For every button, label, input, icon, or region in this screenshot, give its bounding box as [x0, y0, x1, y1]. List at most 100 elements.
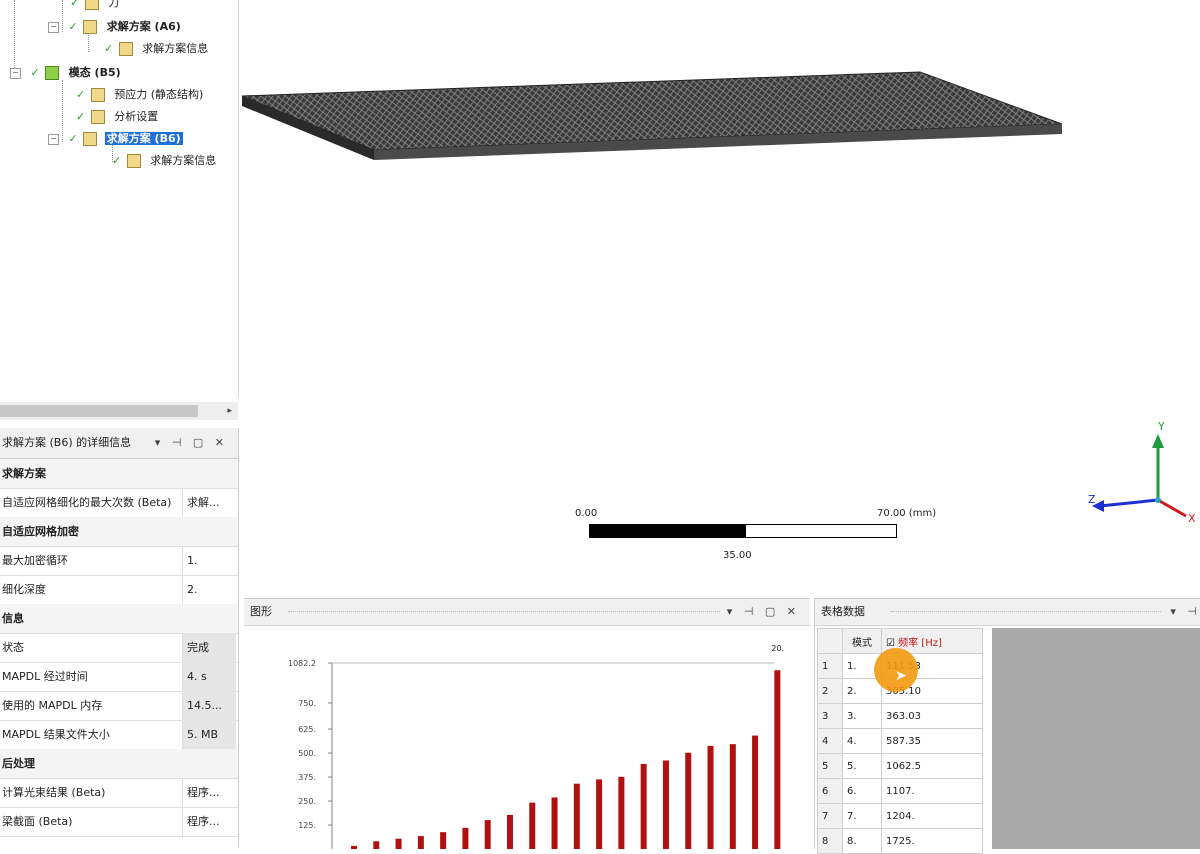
row-number-cell[interactable]: 5 — [817, 753, 843, 779]
details-row[interactable]: MAPDL 经过时间 4. s — [0, 662, 238, 692]
bar — [573, 783, 580, 849]
tree-node-label: 力 — [108, 0, 120, 9]
details-row[interactable]: 细化深度 2. — [0, 575, 238, 605]
row-number-cell[interactable]: 4 — [817, 728, 843, 754]
frequency-cell[interactable]: 1725. — [881, 828, 983, 854]
table-row[interactable]: 7 7. 1204. — [817, 803, 983, 829]
row-number-cell[interactable]: 8 — [817, 828, 843, 854]
details-value[interactable]: 2. — [182, 575, 236, 604]
details-key: 后处理 — [2, 757, 35, 770]
row-number-cell[interactable]: 7 — [817, 803, 843, 829]
check-icon[interactable]: ☑ — [886, 637, 899, 649]
solution-icon — [83, 132, 98, 146]
scroll-right-icon[interactable]: ▸ — [227, 406, 232, 416]
details-row[interactable]: 自适应网格细化的最大次数 (Beta) 求解... — [0, 488, 238, 518]
bar — [640, 763, 647, 849]
y-tick-label: 125. — [298, 821, 316, 830]
scrollbar-thumb[interactable] — [0, 405, 198, 417]
bar — [618, 776, 625, 849]
details-value[interactable]: 4. s — [182, 662, 236, 691]
details-group-row[interactable]: 信息 — [0, 604, 238, 634]
details-row[interactable]: 计算光束结果 (Beta) 程序... — [0, 778, 238, 808]
tree-node-label: 模态 (B5) — [68, 66, 121, 79]
solution-info-icon — [118, 42, 133, 56]
row-number-cell[interactable]: 2 — [817, 678, 843, 704]
table-row[interactable]: 6 6. 1107. — [817, 778, 983, 804]
details-key: MAPDL 结果文件大小 — [2, 728, 110, 741]
frequency-cell[interactable]: 1107. — [881, 778, 983, 804]
bar — [529, 802, 536, 849]
details-value[interactable]: 14.5... — [182, 691, 236, 720]
table-row[interactable]: 2 2. 305.10 — [817, 678, 983, 704]
bar — [484, 820, 491, 849]
tree-node-force[interactable]: ✓ 力 — [70, 0, 121, 12]
row-number-cell[interactable]: 3 — [817, 703, 843, 729]
collapse-icon[interactable]: − — [48, 133, 59, 145]
tree-node-prestress[interactable]: ✓ 预应力 (静态结构) — [76, 86, 205, 104]
bar — [506, 814, 513, 849]
corner-cell — [817, 628, 843, 654]
y-tick-label: 375. — [298, 773, 316, 782]
mode-cell[interactable]: 6. — [842, 778, 882, 804]
frequency-cell[interactable]: 587.35 — [881, 728, 983, 754]
mode-cell[interactable]: 7. — [842, 803, 882, 829]
panel-buttons[interactable]: ▾ ⊣ ▢ ✕ — [154, 436, 228, 449]
details-row[interactable]: 使用的 MAPDL 内存 14.5... — [0, 691, 238, 721]
table-row[interactable]: 8 8. 1725. — [817, 828, 983, 854]
panel-buttons[interactable]: ▾ ⊣ — [1170, 605, 1200, 618]
mode-cell[interactable]: 3. — [842, 703, 882, 729]
analysis-settings-icon — [90, 110, 105, 124]
tree-node-solution-b6[interactable]: − ✓ 求解方案 (B6) — [48, 130, 183, 148]
details-value[interactable]: 1. — [182, 546, 236, 575]
details-value[interactable]: 程序... — [182, 807, 236, 836]
row-number-cell[interactable]: 1 — [817, 653, 843, 679]
panel-buttons[interactable]: ▾ ⊣ ▢ ✕ — [726, 605, 800, 618]
mode-cell[interactable]: 5. — [842, 753, 882, 779]
details-row[interactable]: 状态 完成 — [0, 633, 238, 663]
solution-info-icon — [126, 154, 141, 168]
details-value[interactable]: 完成 — [182, 633, 236, 662]
details-key: 梁截面 (Beta) — [2, 815, 73, 828]
details-row[interactable]: 梁截面 (Beta) 程序... — [0, 807, 238, 837]
bar — [462, 827, 469, 849]
plate-mesh — [241, 71, 1063, 160]
frequency-cell[interactable]: 363.03 — [881, 703, 983, 729]
tree-node-solution-info[interactable]: ✓ 求解方案信息 — [104, 40, 210, 58]
details-row[interactable]: MAPDL 结果文件大小 5. MB — [0, 720, 238, 750]
tree-node-solution-info-b6[interactable]: ✓ 求解方案信息 — [112, 152, 218, 170]
details-key: 自适应网格细化的最大次数 (Beta) — [2, 496, 172, 509]
tree-node-modal-b5[interactable]: − ✓ 模态 (B5) — [10, 64, 123, 82]
tree-node-analysis-settings[interactable]: ✓ 分析设置 — [76, 108, 160, 126]
table-row[interactable]: 4 4. 587.35 — [817, 728, 983, 754]
model-view[interactable]: Y Z X — [240, 0, 1200, 596]
solution-icon — [83, 20, 98, 34]
details-group-row[interactable]: 自适应网格加密 — [0, 517, 238, 547]
tabular-data-title: 表格数据 — [821, 605, 865, 618]
check-icon: ✓ — [112, 154, 122, 167]
frequency-cell[interactable]: 1062.5 — [881, 753, 983, 779]
tree-node-solution-a6[interactable]: − ✓ 求解方案 (A6) — [48, 18, 183, 36]
mode-cell[interactable]: 8. — [842, 828, 882, 854]
graphics-viewport[interactable]: Y Z X — [240, 0, 1200, 596]
bar — [395, 838, 402, 849]
table-row[interactable]: 5 5. 1062.5 — [817, 753, 983, 779]
tree-horizontal-scrollbar[interactable]: ▸ — [0, 402, 238, 420]
details-value[interactable]: 求解... — [182, 488, 236, 517]
details-group-row[interactable]: 求解方案 — [0, 459, 238, 489]
mode-cell[interactable]: 4. — [842, 728, 882, 754]
frequency-cell[interactable]: 1204. — [881, 803, 983, 829]
modes-table: 模式 ☑ 频率 [Hz] 11.111.5322.305.1033.363.03… — [817, 628, 983, 854]
collapse-icon[interactable]: − — [48, 21, 59, 33]
details-value[interactable]: 5. MB — [182, 720, 236, 749]
column-header-mode[interactable]: 模式 — [842, 628, 882, 654]
details-group-row[interactable]: 后处理 — [0, 749, 238, 779]
row-number-cell[interactable]: 6 — [817, 778, 843, 804]
scale-mid-label: 35.00 — [723, 550, 752, 561]
frequency-bar-chart[interactable]: 1082.2 750. 625. 500. 375. 250. 125. 20. — [244, 625, 810, 849]
table-row[interactable]: 3 3. 363.03 — [817, 703, 983, 729]
collapse-icon[interactable]: − — [10, 67, 21, 79]
details-row[interactable]: 最大加密循环 1. — [0, 546, 238, 576]
details-value[interactable]: 程序... — [182, 778, 236, 807]
mode-cell[interactable]: 2. — [842, 678, 882, 704]
outline-tree: ✓ 力 − ✓ 求解方案 (A6) ✓ 求解方案信息 − ✓ 模态 (B5) ✓… — [0, 0, 239, 398]
